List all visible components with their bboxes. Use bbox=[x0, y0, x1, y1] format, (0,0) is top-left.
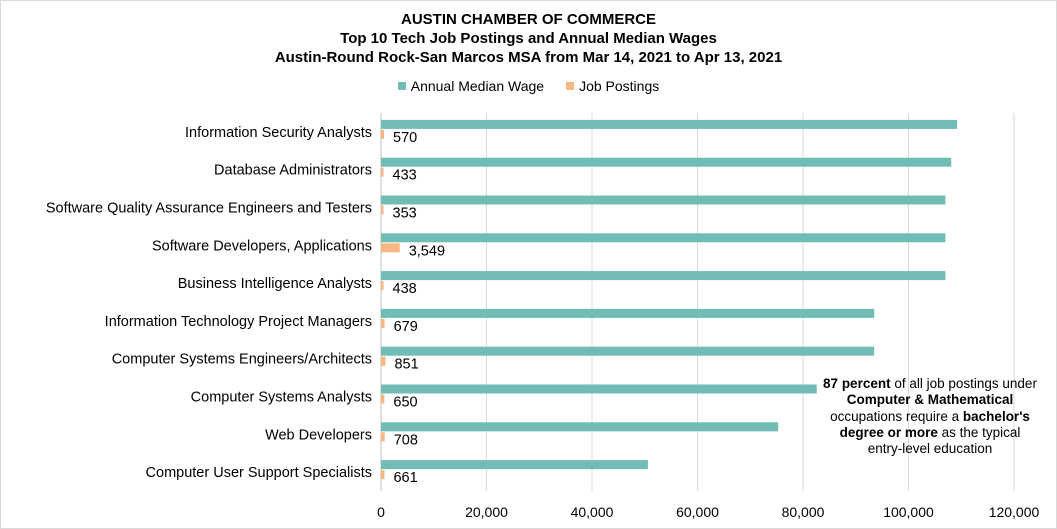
wage-bar bbox=[381, 271, 946, 281]
wage-bar bbox=[381, 460, 648, 470]
postings-bar bbox=[381, 167, 384, 177]
note-segment: bachelor's degree or more bbox=[839, 408, 1030, 440]
category-label: Information Security Analysts bbox=[185, 125, 372, 141]
postings-data-label: 679 bbox=[394, 319, 418, 335]
wage-bar bbox=[381, 157, 952, 167]
wage-bar bbox=[381, 422, 779, 432]
postings-bar bbox=[381, 129, 385, 139]
x-tick-label: 0 bbox=[377, 504, 385, 520]
category-label: Web Developers bbox=[265, 427, 372, 443]
category-label: Business Intelligence Analysts bbox=[178, 276, 372, 292]
postings-data-label: 650 bbox=[393, 395, 417, 411]
note-segment: of all job postings under bbox=[890, 376, 1037, 391]
note-segment: as the typical entry-level education bbox=[867, 424, 1021, 457]
postings-bar bbox=[381, 356, 386, 366]
postings-data-label: 661 bbox=[393, 470, 417, 486]
annotation-note: 87 percent of all job postings under Com… bbox=[822, 376, 1038, 457]
category-label: Computer Systems Engineers/Architects bbox=[112, 352, 372, 368]
legend-label-wage: Annual Median Wage bbox=[410, 78, 545, 94]
postings-bar bbox=[381, 243, 400, 253]
postings-bar bbox=[381, 470, 385, 480]
postings-data-label: 353 bbox=[393, 206, 417, 222]
x-tick-label: 120,000 bbox=[989, 504, 1040, 520]
postings-bar bbox=[381, 205, 384, 215]
wage-bar bbox=[381, 308, 875, 318]
postings-bar bbox=[381, 318, 385, 328]
wage-bar bbox=[381, 384, 817, 394]
chart-title: AUSTIN CHAMBER OF COMMERCE bbox=[401, 11, 656, 28]
note-segment: 87 percent bbox=[823, 376, 891, 391]
postings-data-label: 438 bbox=[393, 281, 417, 297]
postings-bar bbox=[381, 281, 384, 291]
legend-item-wage: Annual Median Wage bbox=[397, 78, 545, 94]
legend-swatch-wage bbox=[397, 82, 406, 90]
postings-bar bbox=[381, 394, 385, 404]
legend-swatch-postings bbox=[566, 82, 575, 90]
chart-legend: Annual Median Wage Job Postings bbox=[0, 78, 1057, 94]
chart-titles: AUSTIN CHAMBER OF COMMERCE Top 10 Tech J… bbox=[0, 10, 1057, 67]
postings-data-label: 3,549 bbox=[409, 243, 445, 259]
chart-subtitle-line-2: Austin-Round Rock-San Marcos MSA from Ma… bbox=[274, 49, 783, 66]
note-segment: Computer & Mathematical bbox=[846, 392, 1014, 408]
x-tick-label: 80,000 bbox=[782, 504, 825, 520]
x-tick-label: 60,000 bbox=[676, 504, 719, 520]
note-segment: occupations require a bbox=[830, 408, 963, 424]
wage-bar bbox=[381, 346, 875, 356]
x-tick-label: 100,000 bbox=[883, 504, 934, 520]
wage-bar bbox=[381, 195, 946, 205]
postings-data-label: 708 bbox=[394, 432, 418, 448]
category-label: Information Technology Project Managers bbox=[105, 314, 372, 330]
legend-label-postings: Job Postings bbox=[579, 78, 660, 94]
postings-data-label: 433 bbox=[393, 168, 417, 184]
postings-bar bbox=[381, 432, 385, 442]
wage-bar bbox=[381, 233, 946, 243]
postings-data-label: 570 bbox=[393, 130, 417, 146]
category-label: Computer Systems Analysts bbox=[191, 390, 372, 406]
legend-item-postings: Job Postings bbox=[566, 78, 659, 94]
category-label: Computer User Support Specialists bbox=[146, 465, 372, 481]
postings-data-label: 851 bbox=[394, 357, 418, 373]
category-label: Database Administrators bbox=[214, 163, 372, 179]
chart-subtitle-line-1: Top 10 Tech Job Postings and Annual Medi… bbox=[340, 30, 717, 47]
x-tick-label: 40,000 bbox=[571, 504, 614, 520]
category-label: Software Developers, Applications bbox=[152, 238, 372, 254]
wage-bar bbox=[381, 119, 958, 129]
category-label: Software Quality Assurance Engineers and… bbox=[46, 201, 372, 217]
x-tick-label: 20,000 bbox=[465, 504, 508, 520]
